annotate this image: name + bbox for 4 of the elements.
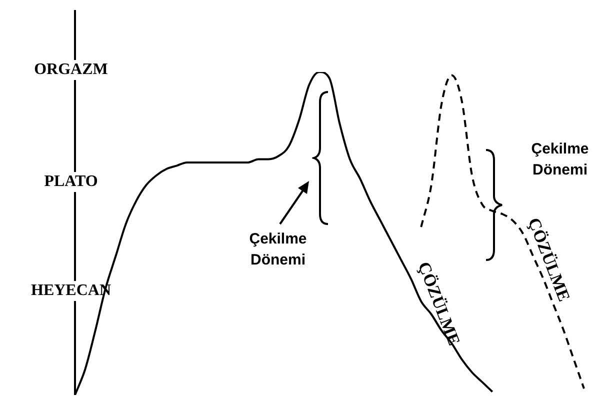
- annotation: PLATO: [44, 173, 98, 190]
- annotation: ORGAZM: [34, 61, 108, 78]
- annotation: Çekilme Dönemi: [249, 230, 307, 269]
- annotation: Çekilme Dönemi: [531, 140, 589, 179]
